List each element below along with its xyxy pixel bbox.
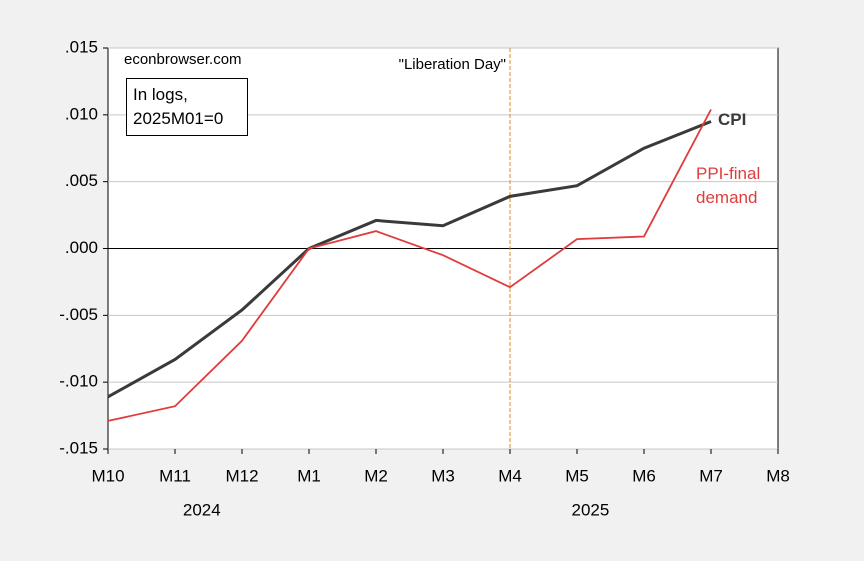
x-tick-label: M3 <box>431 466 455 485</box>
source-label: econbrowser.com <box>124 51 242 68</box>
series-label: CPI <box>718 110 747 129</box>
x-tick-label: M11 <box>159 466 191 485</box>
y-tick-label: -.010 <box>59 372 98 391</box>
year-label: 2024 <box>183 500 221 519</box>
event-label: "Liberation Day" <box>399 56 506 73</box>
series-label: PPI-final demand <box>696 164 761 207</box>
y-tick-label: .005 <box>65 171 98 190</box>
x-tick-label: M1 <box>297 466 321 485</box>
year-label: 2025 <box>571 500 609 519</box>
y-tick-label: .010 <box>65 104 98 123</box>
x-tick-label: M6 <box>632 466 656 485</box>
x-tick-label: M7 <box>699 466 723 485</box>
y-tick-label: -.005 <box>59 305 98 324</box>
series-line <box>107 120 712 399</box>
x-tick-label: M10 <box>91 466 124 485</box>
y-tick-label: -.015 <box>59 438 98 457</box>
series-line <box>107 109 712 422</box>
x-tick-label: M4 <box>498 466 522 485</box>
x-tick-label: M2 <box>364 466 388 485</box>
x-tick-label: M5 <box>565 466 589 485</box>
x-tick-label: M12 <box>225 466 258 485</box>
y-tick-label: .000 <box>65 238 98 257</box>
note-box: In logs, 2025M01=0 <box>126 78 248 136</box>
y-tick-label: .015 <box>65 37 98 56</box>
x-tick-label: M8 <box>766 466 790 485</box>
